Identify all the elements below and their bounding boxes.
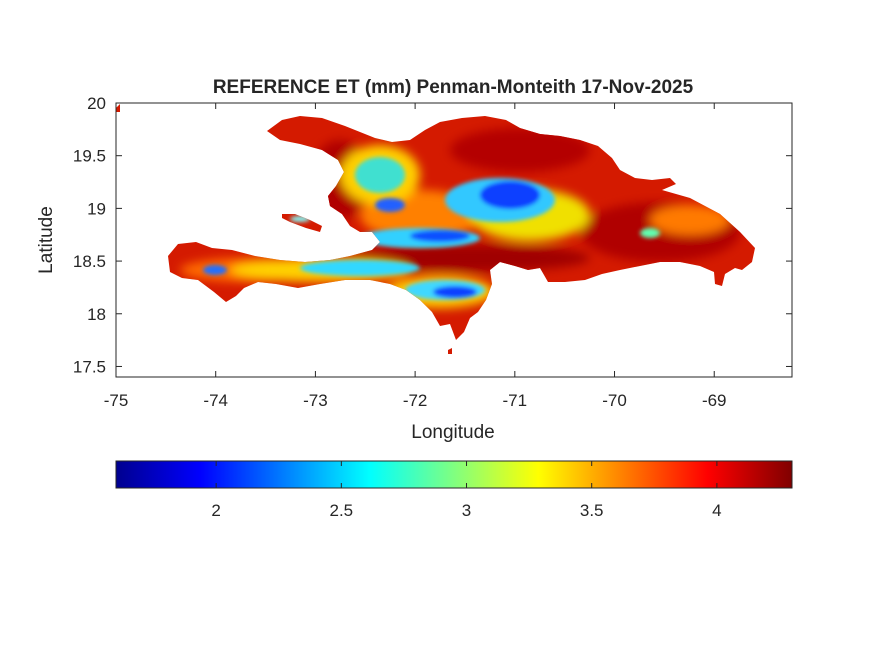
et-dark-north (450, 128, 590, 172)
y-tick-label: 19.5 (73, 147, 106, 166)
y-tick-label: 19 (87, 199, 106, 218)
et-blue-se (433, 286, 477, 298)
colorbar-tick-label: 3.5 (580, 501, 604, 520)
plot-area (116, 104, 755, 354)
colorbar-tick-label: 4 (712, 501, 721, 520)
et-blue-central (480, 181, 540, 209)
x-tick-label: -69 (702, 391, 727, 410)
et-cyan-gonave (290, 216, 310, 222)
y-tick-label: 17.5 (73, 357, 106, 376)
colorbar-tick-label: 2.5 (330, 501, 354, 520)
chart-title: REFERENCE ET (mm) Penman-Monteith 17-Nov… (213, 77, 694, 98)
x-tick-label: -72 (403, 391, 428, 410)
y-tick-label: 18.5 (73, 252, 106, 271)
et-blue-south (410, 230, 470, 242)
y-tick-label: 20 (87, 94, 106, 113)
x-tick-label: -75 (104, 391, 129, 410)
y-axis-ticks: 17.5 18 18.5 19 19.5 20 (73, 94, 792, 376)
colorbar-ticks: 2 2.5 3 3.5 4 (211, 461, 722, 520)
x-tick-label: -70 (602, 391, 627, 410)
et-blue-nw (375, 198, 405, 212)
y-tick-label: 18 (87, 305, 106, 324)
x-axis-label: Longitude (411, 422, 494, 443)
et-orange-east (650, 205, 730, 235)
x-tick-label: -74 (203, 391, 228, 410)
et-cyan-east (640, 228, 660, 238)
x-tick-label: -71 (503, 391, 528, 410)
et-highland-layer (203, 157, 660, 300)
colorbar-tick-label: 2 (211, 501, 220, 520)
et-cyan-sw (300, 260, 420, 276)
et-cyan-nw (355, 157, 405, 193)
et-blue-west (203, 265, 227, 275)
y-axis-label: Latitude (36, 206, 57, 274)
colorbar-tick-label: 3 (462, 501, 471, 520)
et-field (116, 104, 755, 354)
et-variation-layer (180, 128, 740, 308)
x-tick-label: -73 (303, 391, 328, 410)
x-axis-ticks: -75 -74 -73 -72 -71 -70 -69 (104, 103, 727, 410)
colorbar (115, 460, 793, 489)
axes-box (115, 102, 793, 378)
